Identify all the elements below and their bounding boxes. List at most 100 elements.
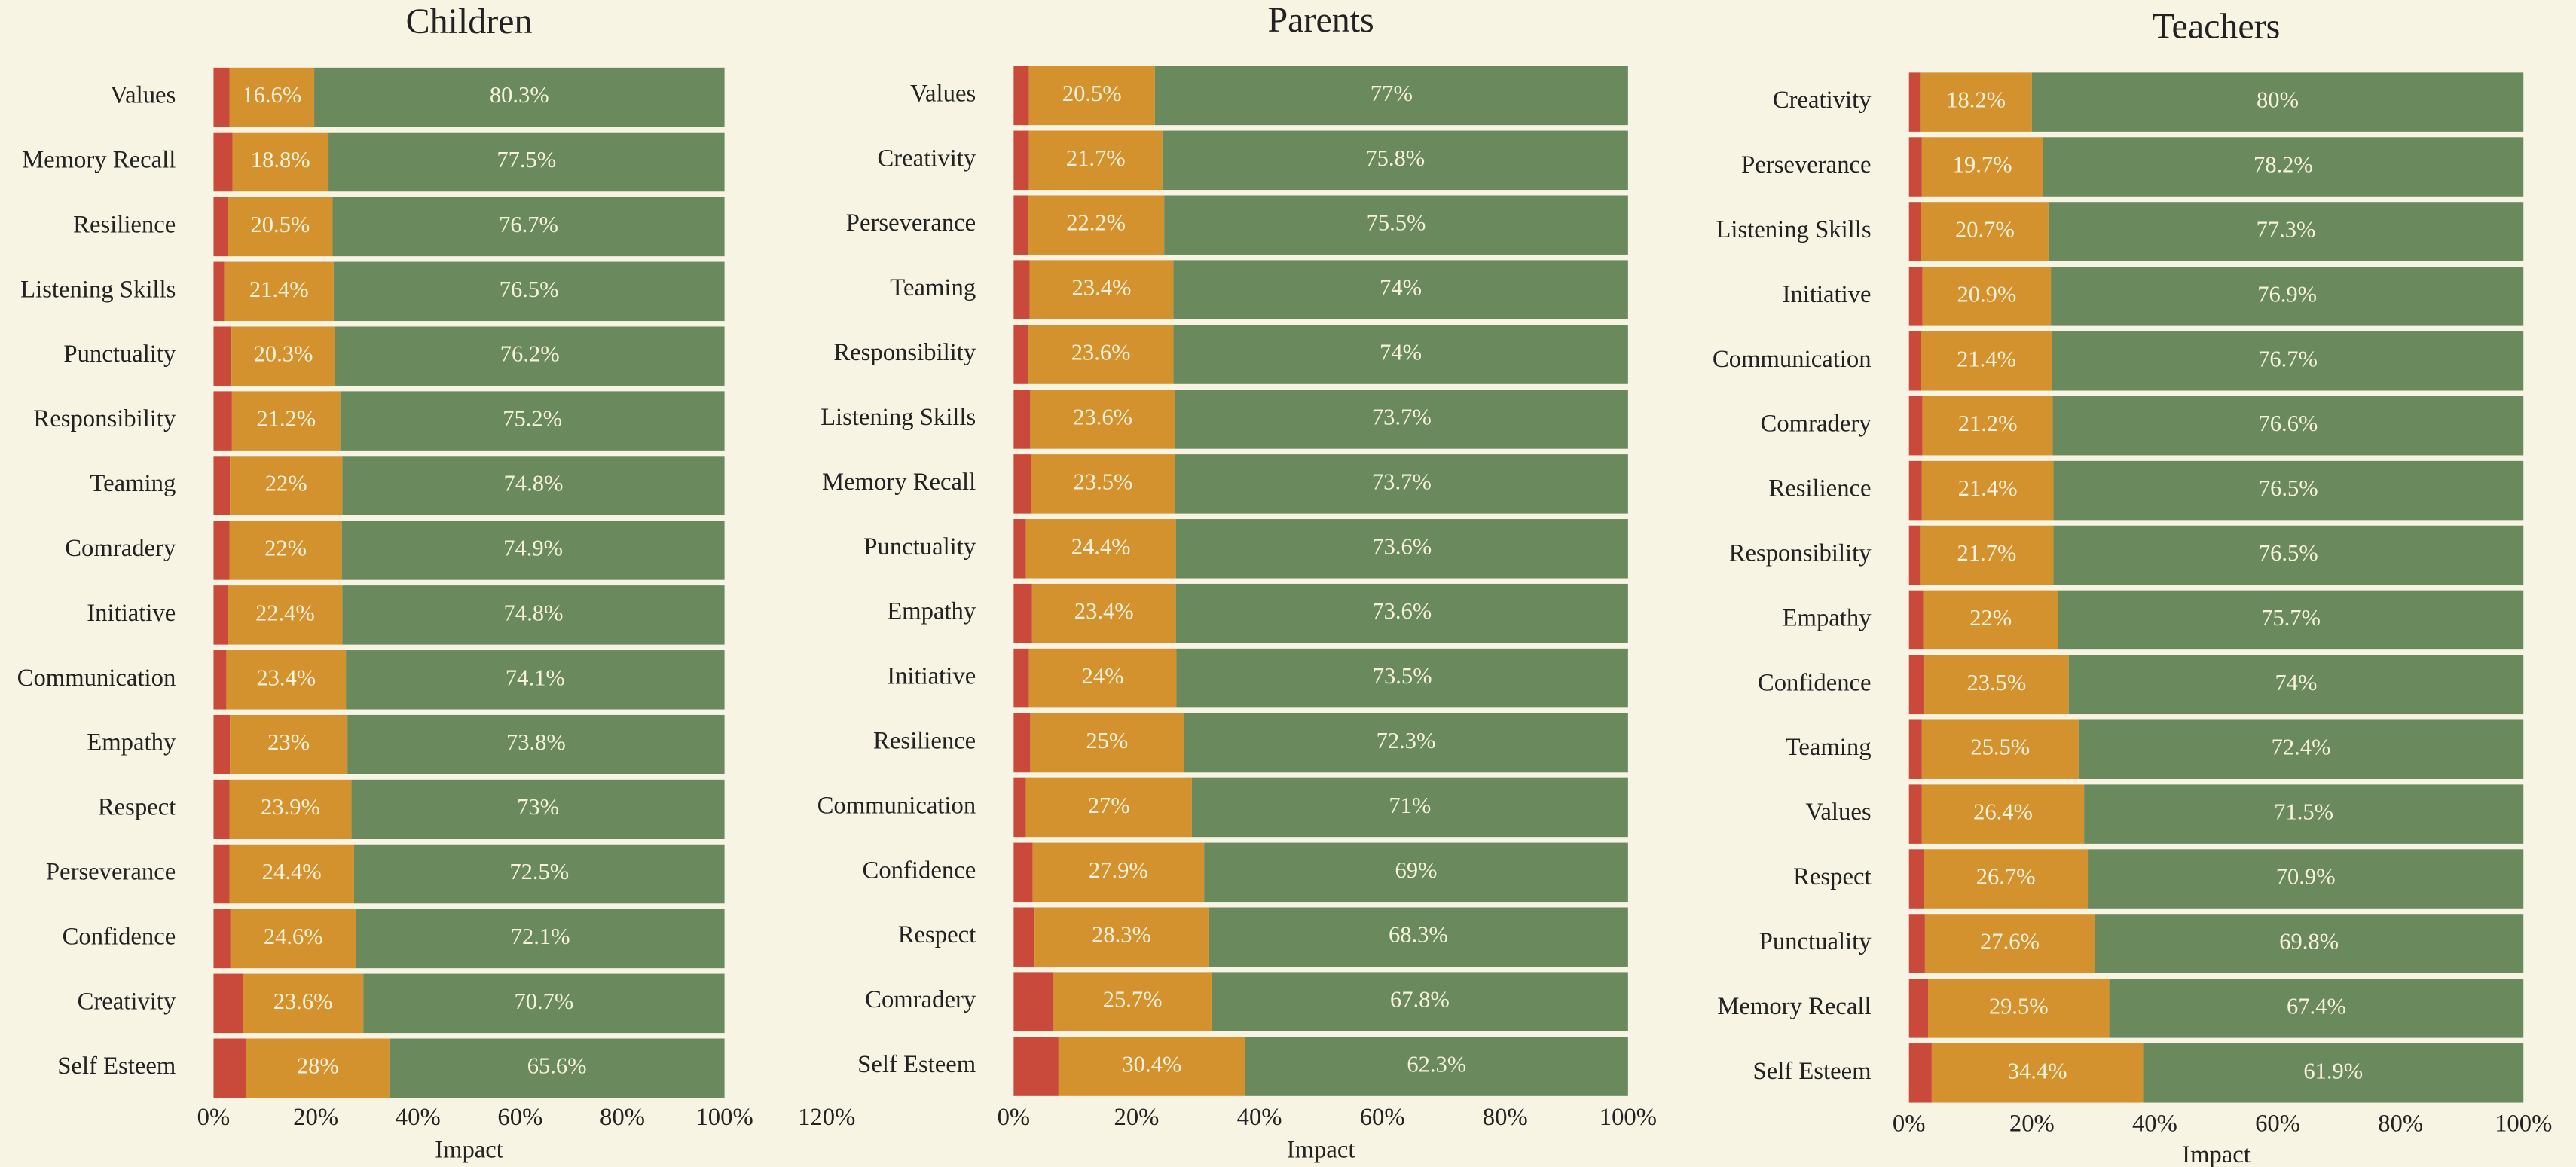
value-label: 23.5% (1967, 670, 2027, 695)
x-tick-label: 100% (1600, 1104, 1657, 1131)
bar-segment (328, 132, 725, 192)
bar-segment (230, 456, 343, 515)
bar-segment (347, 714, 725, 774)
y-tick-label: Perseverance (1741, 151, 1871, 179)
bar-segment (2109, 979, 2524, 1038)
value-label: 20.7% (1955, 216, 2015, 242)
value-label: 21.7% (1957, 540, 2016, 566)
y-tick-label: Respect (1793, 863, 1871, 891)
value-label: 75.8% (1365, 145, 1425, 171)
value-label: 22.4% (255, 600, 315, 625)
bar-segment (1154, 66, 1628, 126)
bar-segment (1013, 648, 1029, 708)
value-label: 72.4% (2272, 735, 2331, 760)
bar-segment (2088, 849, 2524, 909)
bar-segment (1921, 202, 2049, 261)
y-tick-label: Confidence (1758, 669, 1872, 696)
y-tick-label: Empathy (87, 729, 176, 756)
x-axis-label: Impact (1287, 1136, 1355, 1163)
value-label: 62.3% (1407, 1052, 1466, 1077)
value-label: 27.9% (1089, 857, 1148, 883)
bar-segment (213, 391, 232, 451)
value-label: 74.8% (504, 471, 564, 496)
value-label: 27.6% (1980, 928, 2040, 954)
bar-segment (213, 844, 230, 904)
chart-title: Teachers (2153, 7, 2281, 47)
value-label: 76.7% (2258, 346, 2318, 371)
x-tick-label: 40% (396, 1104, 441, 1131)
value-label: 28.3% (1092, 922, 1151, 948)
bar-segment (1175, 390, 1628, 449)
value-label: 24.4% (1071, 533, 1131, 559)
bar-segment (1058, 1037, 1245, 1096)
y-tick-label: Punctuality (1759, 928, 1872, 955)
bar-segment (1034, 907, 1209, 967)
value-label: 26.7% (1976, 864, 2036, 890)
bar-segment (1013, 777, 1026, 838)
value-label: 22% (264, 535, 307, 561)
value-label: 67.8% (1390, 987, 1450, 1013)
value-label: 25.7% (1103, 987, 1163, 1013)
bar-segment (1013, 1037, 1059, 1096)
bar-segment (1204, 842, 1628, 903)
value-label: 21.4% (1958, 475, 2018, 501)
value-label: 67.4% (2287, 993, 2346, 1019)
value-label: 20.5% (1062, 81, 1122, 106)
value-label: 69.8% (2279, 928, 2339, 954)
bar-segment (1173, 325, 1628, 384)
value-label: 26.4% (1973, 799, 2033, 825)
bar-segment (2095, 914, 2524, 973)
bar-segment (1921, 719, 2079, 779)
value-label: 24.6% (264, 924, 323, 949)
value-label: 23.6% (1073, 404, 1132, 429)
bar-segment (1924, 914, 2095, 973)
bar-segment (1175, 583, 1628, 643)
value-label: 69% (1395, 857, 1438, 883)
value-label: 28% (297, 1053, 339, 1079)
bar-segment (213, 132, 233, 192)
bar-segment (1908, 914, 1925, 973)
y-tick-label: Memory Recall (22, 146, 176, 173)
bar-segment (1908, 590, 1924, 650)
value-label: 74% (1380, 340, 1422, 365)
bar-segment (1211, 972, 1628, 1031)
bar-segment (1924, 849, 2089, 909)
bar-segment (1175, 454, 1628, 514)
value-label: 74.1% (506, 664, 565, 690)
bar-segment (1164, 195, 1628, 255)
bar-segment (1908, 202, 1922, 261)
bar-segment (2052, 331, 2524, 391)
value-label: 23.9% (261, 794, 320, 820)
bar-segment (1921, 460, 2054, 521)
bar-segment (229, 844, 354, 904)
x-tick-label: 60% (1360, 1104, 1405, 1131)
bar-segment (1908, 655, 1925, 715)
bar-segment (246, 1038, 390, 1098)
value-label: 23.6% (1071, 340, 1131, 365)
bar-segment (1028, 648, 1177, 708)
value-label: 77% (1371, 81, 1413, 106)
value-label: 22% (265, 471, 307, 496)
bar-segment (1908, 719, 1922, 779)
y-tick-label: Communication (17, 664, 176, 692)
y-tick-label: Creativity (1773, 87, 1872, 114)
y-tick-label: Memory Recall (1717, 993, 1871, 1020)
value-label: 76.9% (2257, 281, 2317, 307)
y-tick-label: Respect (98, 794, 176, 821)
y-tick-label: Creativity (877, 145, 976, 172)
bar-segment (1029, 260, 1174, 319)
bar-segment (335, 326, 725, 386)
value-label: 25% (1086, 728, 1128, 753)
y-tick-label: Comradery (865, 986, 976, 1013)
y-tick-label: Responsibility (33, 405, 176, 432)
value-label: 61.9% (2303, 1058, 2363, 1083)
y-tick-label: Initiative (887, 663, 976, 690)
bar-segment (1908, 849, 1924, 909)
value-label: 73.5% (1373, 663, 1432, 689)
bar-segment (1032, 842, 1205, 903)
bar-segment (213, 909, 231, 969)
x-tick-label: 0% (998, 1104, 1031, 1131)
bar-segment (1028, 130, 1163, 191)
bar-segment (356, 909, 725, 969)
bar-segment (2031, 72, 2524, 132)
